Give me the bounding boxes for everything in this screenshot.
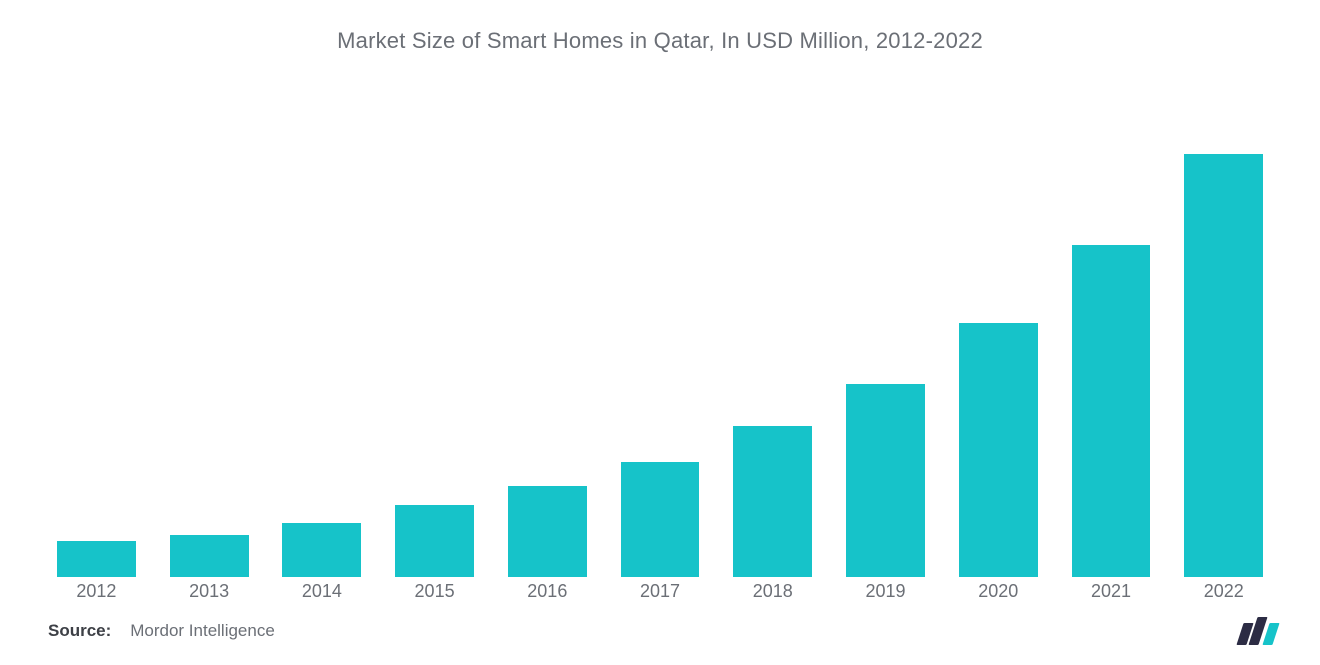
x-tick-label: 2018	[716, 581, 829, 609]
bar-slot	[829, 94, 942, 577]
source-label: Source:	[48, 621, 111, 640]
x-tick-label: 2017	[604, 581, 717, 609]
bar	[621, 462, 700, 577]
x-tick-label: 2012	[40, 581, 153, 609]
x-tick-label: 2021	[1055, 581, 1168, 609]
bar	[395, 505, 474, 577]
bars-group	[40, 94, 1280, 579]
bar	[170, 535, 249, 577]
x-tick-label: 2019	[829, 581, 942, 609]
plot-area: 2012201320142015201620172018201920202021…	[40, 64, 1280, 609]
bar	[846, 384, 925, 577]
bar	[57, 541, 136, 577]
x-tick-label: 2013	[153, 581, 266, 609]
bar	[508, 486, 587, 577]
brand-logo-icon	[1240, 617, 1276, 645]
logo-stripe	[1262, 623, 1279, 645]
bar-slot	[604, 94, 717, 577]
source-line: Source: Mordor Intelligence	[48, 621, 275, 641]
bar-slot	[265, 94, 378, 577]
x-tick-label: 2015	[378, 581, 491, 609]
bar-slot	[1167, 94, 1280, 577]
bar-slot	[942, 94, 1055, 577]
x-tick-label: 2020	[942, 581, 1055, 609]
bar-slot	[1055, 94, 1168, 577]
bar-slot	[378, 94, 491, 577]
bar	[1184, 154, 1263, 577]
x-axis-labels: 2012201320142015201620172018201920202021…	[40, 581, 1280, 609]
bar	[959, 323, 1038, 577]
bar-slot	[491, 94, 604, 577]
bar	[282, 523, 361, 577]
bar	[1072, 245, 1151, 577]
chart-title: Market Size of Smart Homes in Qatar, In …	[40, 28, 1280, 54]
x-tick-label: 2022	[1167, 581, 1280, 609]
chart-container: Market Size of Smart Homes in Qatar, In …	[0, 0, 1320, 665]
bar-slot	[716, 94, 829, 577]
x-tick-label: 2016	[491, 581, 604, 609]
chart-footer: Source: Mordor Intelligence	[40, 609, 1280, 645]
bar-slot	[40, 94, 153, 577]
x-tick-label: 2014	[265, 581, 378, 609]
source-text: Mordor Intelligence	[130, 621, 275, 640]
bar-slot	[153, 94, 266, 577]
bar	[733, 426, 812, 577]
